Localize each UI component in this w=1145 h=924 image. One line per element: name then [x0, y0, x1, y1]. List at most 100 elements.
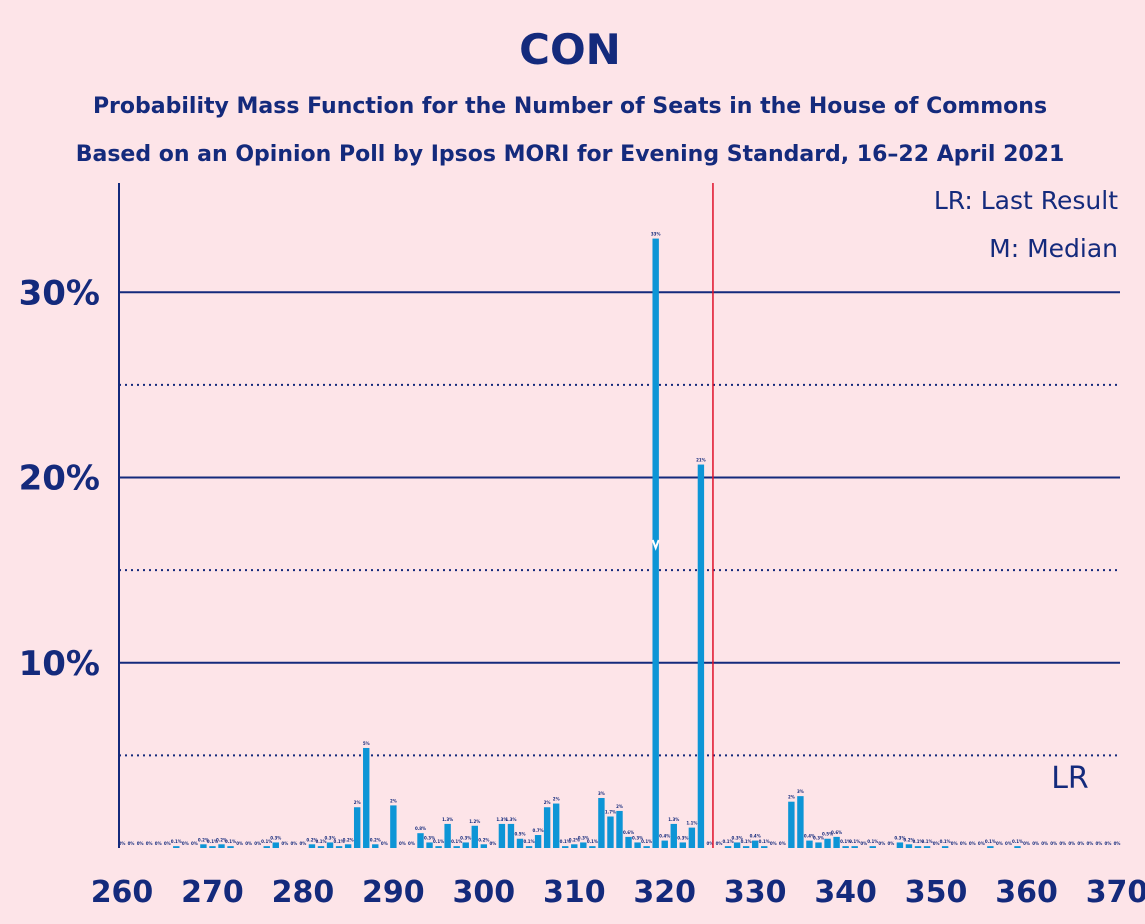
- value-label: 0.1%: [1012, 839, 1023, 844]
- value-label: 0.3%: [270, 835, 281, 840]
- value-label: 0.1%: [451, 839, 462, 844]
- value-label: 0.1%: [207, 839, 218, 844]
- value-label: 0.1%: [940, 839, 951, 844]
- value-label: 0.3%: [324, 835, 335, 840]
- bar: [806, 840, 813, 848]
- value-label: 0%: [236, 841, 243, 846]
- x-tick-label: 330: [724, 875, 787, 910]
- value-label: 0.8%: [415, 826, 426, 831]
- bar: [797, 796, 804, 848]
- bar: [516, 838, 524, 848]
- value-label: 0%: [290, 841, 297, 846]
- bar: [833, 836, 840, 848]
- bar: [914, 846, 922, 848]
- bar: [263, 846, 270, 848]
- value-label: 0%: [281, 841, 288, 846]
- value-label: 0%: [399, 841, 406, 846]
- value-label: 0.3%: [677, 835, 688, 840]
- value-label: 0.1%: [523, 839, 534, 844]
- bar: [869, 846, 876, 848]
- value-label: 0.2%: [306, 837, 317, 842]
- bar: [480, 844, 488, 848]
- value-label: 0%: [128, 841, 135, 846]
- value-label: 0%: [933, 841, 940, 846]
- value-label: 0.1%: [433, 839, 444, 844]
- bar: [453, 846, 460, 848]
- subtitle: Based on an Opinion Poll by Ipsos MORI f…: [76, 142, 1065, 167]
- value-label: 0.4%: [659, 834, 670, 839]
- value-label: 0%: [969, 841, 976, 846]
- value-label: 0.2%: [370, 837, 381, 842]
- bar: [417, 833, 424, 848]
- value-label: 0.2%: [569, 837, 580, 842]
- y-tick-label: 20%: [19, 459, 100, 499]
- bar: [1014, 846, 1021, 848]
- value-label: 0.2%: [343, 837, 354, 842]
- value-label: 0%: [996, 841, 1003, 846]
- value-label: 0%: [155, 841, 162, 846]
- value-label: 0.7%: [533, 828, 544, 833]
- bar: [562, 846, 569, 848]
- value-label: 0.1%: [261, 839, 272, 844]
- value-label: 0.5%: [822, 832, 833, 837]
- value-label: 0%: [770, 841, 777, 846]
- bar: [788, 801, 795, 848]
- bar: [824, 838, 831, 848]
- value-label: 0.2%: [198, 837, 209, 842]
- bar: [498, 823, 506, 848]
- value-label: 0.1%: [225, 839, 236, 844]
- value-label: 0%: [137, 841, 144, 846]
- value-label: 0%: [716, 841, 723, 846]
- bar: [209, 846, 216, 848]
- value-label: 0.1%: [587, 839, 598, 844]
- bar: [344, 844, 352, 848]
- value-label: 1.3%: [442, 817, 453, 822]
- median-marker: [651, 539, 660, 551]
- value-label: 2%: [544, 800, 551, 805]
- value-label: 0%: [164, 841, 171, 846]
- value-label: 0%: [1114, 841, 1121, 846]
- bar: [697, 464, 705, 848]
- value-label: 0%: [887, 841, 894, 846]
- value-label: 0.4%: [750, 834, 761, 839]
- bar: [688, 827, 696, 848]
- value-label: 0%: [254, 841, 261, 846]
- value-label: 0.2%: [903, 837, 914, 842]
- bar: [552, 803, 560, 848]
- value-label: 0%: [1032, 841, 1039, 846]
- bar: [616, 810, 623, 848]
- bar: [851, 846, 858, 848]
- value-label: 33%: [651, 232, 661, 237]
- bar: [444, 823, 451, 848]
- bar: [905, 844, 913, 848]
- y-tick-label: 10%: [19, 644, 100, 684]
- value-label: 0.3%: [894, 835, 905, 840]
- bar: [652, 238, 659, 848]
- bar: [308, 844, 316, 848]
- bar: [363, 747, 370, 848]
- bar: [761, 846, 768, 848]
- value-label: 1.2%: [469, 819, 480, 824]
- bar: [353, 807, 361, 848]
- bar: [598, 797, 605, 848]
- x-tick-label: 310: [543, 875, 606, 910]
- value-label: 0.1%: [867, 839, 878, 844]
- value-label: 2%: [390, 798, 397, 803]
- bar: [543, 807, 551, 848]
- chart-title: CON: [519, 25, 621, 74]
- value-label: 0.1%: [171, 839, 182, 844]
- value-label: 0.6%: [623, 830, 634, 835]
- value-label: 21%: [696, 458, 706, 463]
- value-label: 0.1%: [315, 839, 326, 844]
- value-label: 2%: [616, 804, 623, 809]
- bar: [679, 842, 687, 848]
- bar: [462, 842, 469, 848]
- value-label: 1.3%: [496, 817, 507, 822]
- lr-label: LR: [1051, 761, 1089, 796]
- value-label: 2%: [553, 797, 560, 802]
- value-label: 0%: [707, 841, 714, 846]
- value-label: 0.5%: [514, 832, 525, 837]
- x-tick-label: 370: [1086, 875, 1145, 910]
- bar: [607, 816, 614, 848]
